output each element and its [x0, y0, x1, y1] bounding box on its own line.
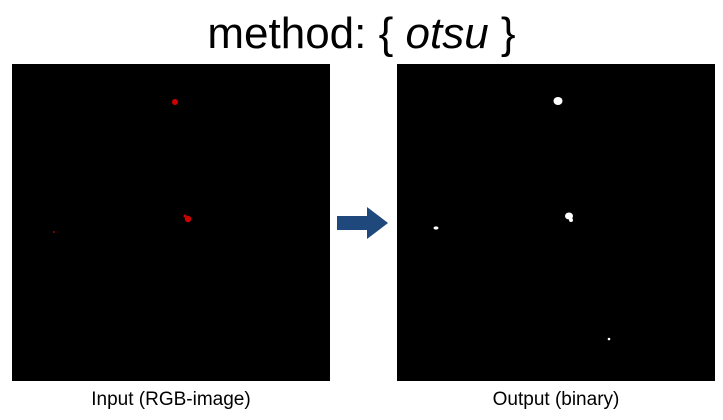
input-blob [53, 231, 55, 233]
output-caption: Output (binary) [492, 389, 620, 410]
page-title: method: { otsu } [0, 6, 723, 62]
output-image-canvas [397, 64, 715, 381]
output-blob [569, 218, 573, 222]
output-blob [433, 226, 439, 230]
input-caption: Input (RGB-image) [91, 389, 251, 410]
title-prefix: method: { [207, 9, 406, 58]
input-background [12, 64, 330, 381]
input-blob [172, 99, 178, 105]
input-blob [183, 214, 187, 218]
right-arrow-icon [337, 207, 388, 239]
output-blob [565, 212, 573, 220]
input-image-canvas [12, 64, 330, 381]
output-blob [607, 337, 611, 341]
title-suffix: } [488, 9, 516, 58]
output-image [397, 64, 715, 381]
output-background [397, 64, 715, 381]
method-name: otsu [405, 9, 489, 58]
output-blob [553, 97, 563, 105]
input-image [12, 64, 330, 381]
input-blob [184, 215, 192, 223]
